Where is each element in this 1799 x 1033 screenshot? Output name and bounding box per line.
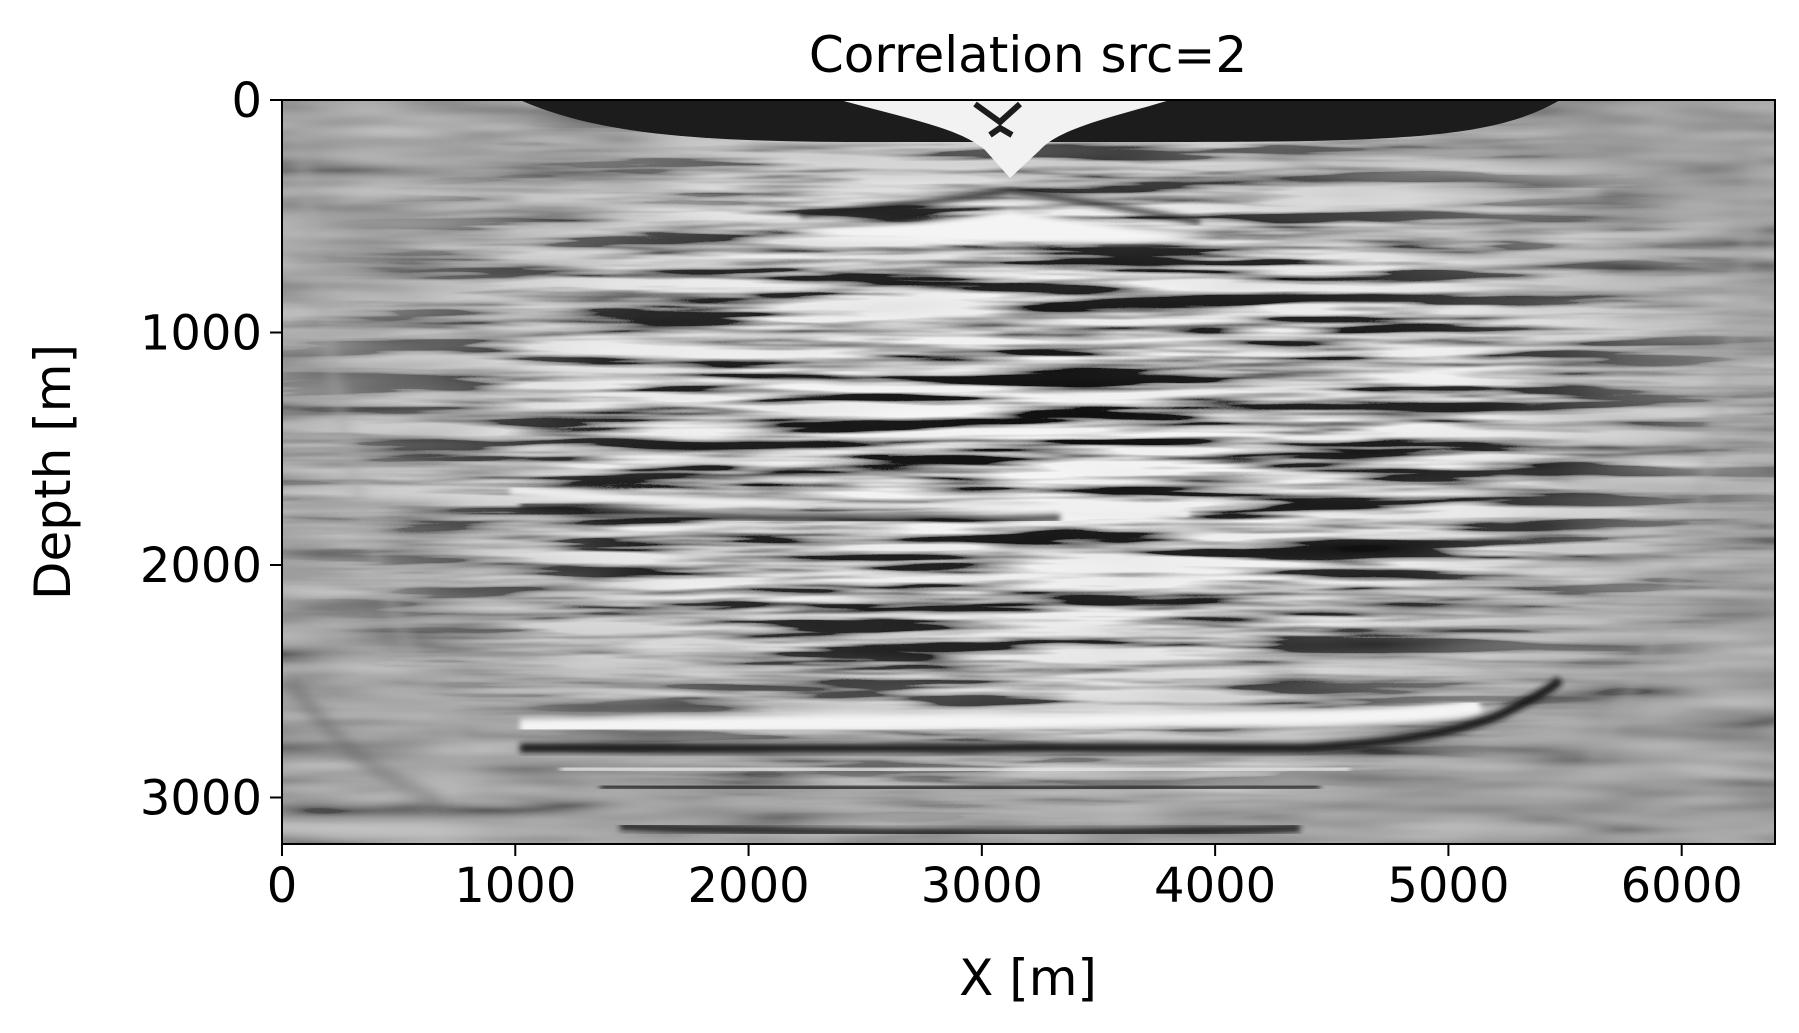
- plot-frame: [281, 99, 1776, 845]
- x-tick-label: 5000: [1387, 858, 1509, 914]
- deep-reflector: [519, 697, 1483, 735]
- heatmap-image: [282, 100, 1775, 844]
- x-tick-label: 4000: [1154, 858, 1276, 914]
- y-tick-label: 2000: [140, 538, 262, 594]
- x-tick-label: 3000: [921, 858, 1043, 914]
- source-dark-cross: [973, 101, 1023, 138]
- y-axis-ticks: 0 1000 2000 3000: [140, 73, 282, 827]
- mid-reflector: [509, 485, 1191, 520]
- x-axis-label: X [m]: [959, 949, 1097, 1007]
- shallow-reflector-dark-edge: [799, 186, 1201, 225]
- y-tick-label: 1000: [140, 306, 262, 362]
- y-tick-label: 0: [231, 73, 262, 129]
- chart-title: Correlation src=2: [809, 26, 1247, 84]
- x-axis-ticks: 0 1000 2000 3000 4000 5000 6000: [267, 844, 1743, 914]
- y-tick-label: 3000: [140, 771, 262, 827]
- shallow-reflector: [780, 210, 1220, 244]
- source-bright-wedge: [840, 100, 1170, 178]
- x-tick-label: 6000: [1621, 858, 1743, 914]
- x-tick-label: 2000: [687, 858, 809, 914]
- x-tick-label: 0: [267, 858, 298, 914]
- y-axis-label: Depth [m]: [24, 344, 82, 600]
- x-tick-label: 1000: [454, 858, 576, 914]
